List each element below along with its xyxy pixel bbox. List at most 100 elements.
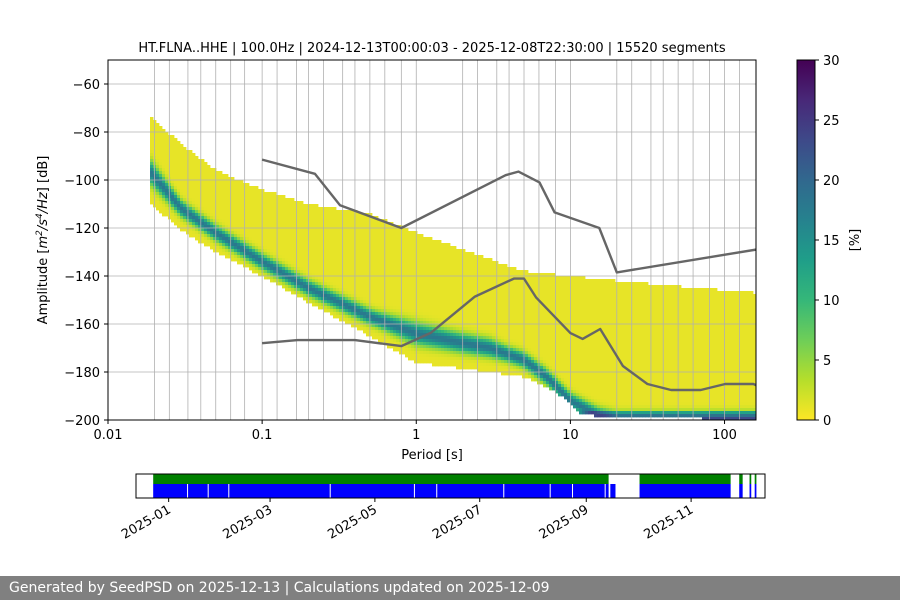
heatmap-cell xyxy=(273,216,277,220)
heatmap-cell xyxy=(303,276,307,280)
heatmap-cell xyxy=(333,258,337,262)
heatmap-cell xyxy=(330,243,334,247)
heatmap-cell xyxy=(174,159,178,163)
heatmap-cell xyxy=(459,264,463,268)
heatmap-cell xyxy=(222,186,226,190)
heatmap-cell xyxy=(330,264,334,268)
heatmap-cell xyxy=(351,270,355,274)
heatmap-cell xyxy=(339,288,343,292)
heatmap-cell xyxy=(309,213,313,217)
heatmap-cell xyxy=(414,288,418,292)
heatmap-cell xyxy=(315,204,319,208)
heatmap-cell xyxy=(474,357,478,361)
heatmap-cell xyxy=(435,273,439,277)
heatmap-cell xyxy=(396,330,400,334)
heatmap-cell xyxy=(189,174,193,178)
heatmap-cell xyxy=(177,207,181,211)
heatmap-cell xyxy=(180,168,184,172)
heatmap-cell xyxy=(288,273,292,277)
heatmap-cell xyxy=(333,234,337,238)
heatmap-cell xyxy=(366,333,370,337)
heatmap-cell xyxy=(384,240,388,244)
heatmap-cell xyxy=(423,318,427,322)
heatmap-cell xyxy=(345,279,349,283)
heatmap-cell xyxy=(444,312,448,316)
heatmap-cell xyxy=(294,219,298,223)
heatmap-cell xyxy=(504,336,508,340)
heatmap-cell xyxy=(366,225,370,229)
heatmap-cell xyxy=(411,327,415,331)
heatmap-cell xyxy=(564,312,568,316)
heatmap-cell xyxy=(306,234,310,238)
heatmap-cell xyxy=(267,204,271,208)
heatmap-cell xyxy=(387,234,391,238)
heatmap-cell xyxy=(264,228,268,232)
heatmap-cell xyxy=(207,216,211,220)
heatmap-cell xyxy=(162,165,166,169)
heatmap-cell xyxy=(408,240,412,244)
heatmap-cell xyxy=(432,291,436,295)
heatmap-cell xyxy=(267,255,271,259)
heatmap-cell xyxy=(513,282,517,286)
heatmap-cell xyxy=(180,213,184,217)
heatmap-cell xyxy=(531,321,535,325)
heatmap-cell xyxy=(315,303,319,307)
heatmap-cell xyxy=(444,363,448,367)
heatmap-cell xyxy=(483,264,487,268)
heatmap-cell xyxy=(471,348,475,352)
heatmap-cell xyxy=(390,225,394,229)
heatmap-cell xyxy=(354,312,358,316)
heatmap-cell xyxy=(375,273,379,277)
heatmap-cell xyxy=(234,243,238,247)
heatmap-cell xyxy=(468,321,472,325)
heatmap-cell xyxy=(504,273,508,277)
heatmap-cell xyxy=(468,351,472,355)
heatmap-cell xyxy=(363,306,367,310)
heatmap-cell xyxy=(441,258,445,262)
heatmap-cell xyxy=(327,219,331,223)
heatmap-cell xyxy=(414,273,418,277)
heatmap-cell xyxy=(180,153,184,157)
heatmap-cell xyxy=(465,261,469,265)
heatmap-cell xyxy=(552,276,556,280)
heatmap-cell xyxy=(447,273,451,277)
heatmap-cell xyxy=(345,309,349,313)
heatmap-cell xyxy=(246,192,250,196)
heatmap-cell xyxy=(552,291,556,295)
heatmap-cell xyxy=(405,354,409,358)
heatmap-cell xyxy=(183,228,187,232)
heatmap-cell xyxy=(324,213,328,217)
heatmap-cell xyxy=(441,252,445,256)
heatmap-cell xyxy=(411,282,415,286)
heatmap-cell xyxy=(456,312,460,316)
heatmap-cell xyxy=(477,276,481,280)
heatmap-cell xyxy=(318,252,322,256)
heatmap-cell xyxy=(156,201,160,205)
heatmap-cell xyxy=(366,243,370,247)
heatmap-cell xyxy=(504,315,508,319)
heatmap-cell xyxy=(177,198,181,202)
heatmap-cell xyxy=(369,231,373,235)
heatmap-cell xyxy=(174,186,178,190)
heatmap-cell xyxy=(543,372,547,376)
heatmap-cell xyxy=(369,327,373,331)
heatmap-cell xyxy=(234,198,238,202)
heatmap-cell xyxy=(204,234,208,238)
heatmap-cell xyxy=(531,306,535,310)
heatmap-cell xyxy=(549,357,553,361)
heatmap-cell xyxy=(213,246,217,250)
heatmap-cell xyxy=(549,300,553,304)
heatmap-cell xyxy=(156,123,160,127)
heatmap-cell xyxy=(465,345,469,349)
heatmap-cell xyxy=(459,309,463,313)
heatmap-cell xyxy=(546,363,550,367)
heatmap-cell xyxy=(315,270,319,274)
heatmap-cell xyxy=(195,216,199,220)
heatmap-cell xyxy=(381,246,385,250)
heatmap-cell xyxy=(330,252,334,256)
heatmap-cell xyxy=(477,279,481,283)
heatmap-cell xyxy=(483,261,487,265)
heatmap-cell xyxy=(318,213,322,217)
heatmap-cell xyxy=(222,246,226,250)
heatmap-cell xyxy=(303,291,307,295)
